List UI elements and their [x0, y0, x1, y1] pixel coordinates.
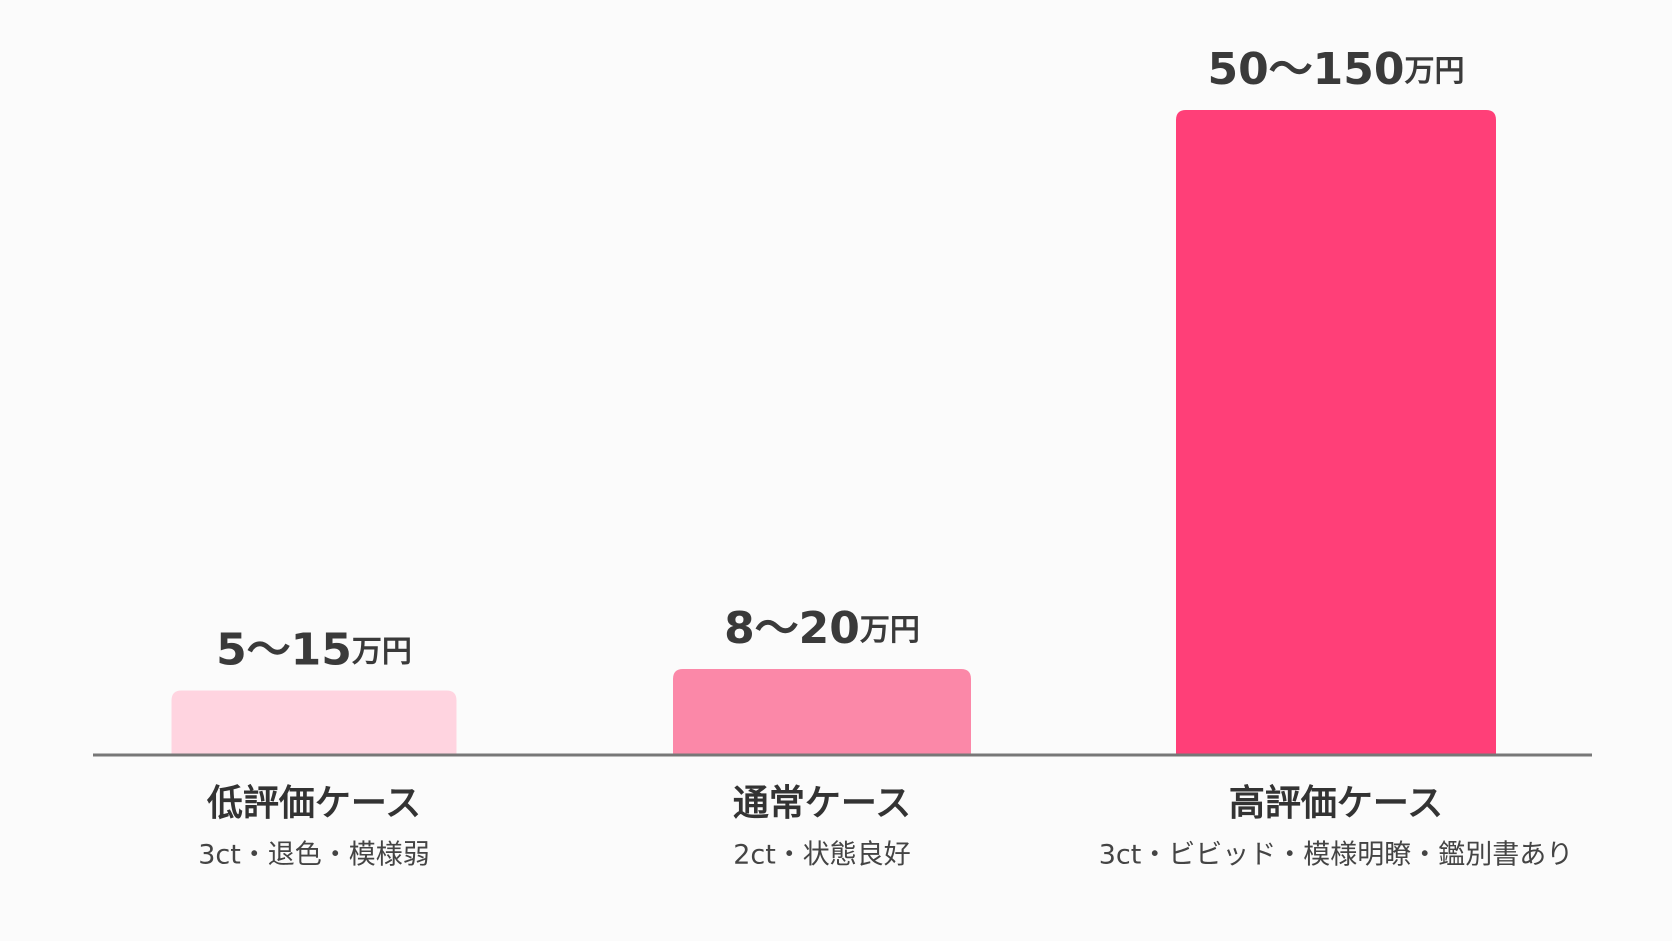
bar [673, 669, 971, 755]
category-label: 通常ケース [733, 783, 911, 824]
value-label: 50〜150万円 [1207, 44, 1464, 95]
category-label: 低評価ケース [207, 783, 421, 824]
category-label: 高評価ケース [1229, 783, 1443, 824]
bar [171, 690, 457, 755]
value-label: 5〜15万円 [216, 625, 412, 676]
value-label-unit: 万円 [352, 634, 412, 669]
category-description: 3ct・退色・模様弱 [198, 840, 430, 871]
value-label-unit: 万円 [860, 613, 920, 648]
value-label-number: 50〜150 [1207, 44, 1404, 95]
value-label: 8〜20万円 [724, 603, 920, 654]
value-label-unit: 万円 [1405, 54, 1465, 89]
category-description: 3ct・ビビッド・模様明瞭・鑑別書あり [1099, 840, 1574, 871]
value-label-number: 5〜15 [216, 625, 352, 676]
value-label-number: 8〜20 [724, 603, 860, 654]
bar [1176, 110, 1496, 755]
category-description: 2ct・状態良好 [733, 840, 911, 871]
